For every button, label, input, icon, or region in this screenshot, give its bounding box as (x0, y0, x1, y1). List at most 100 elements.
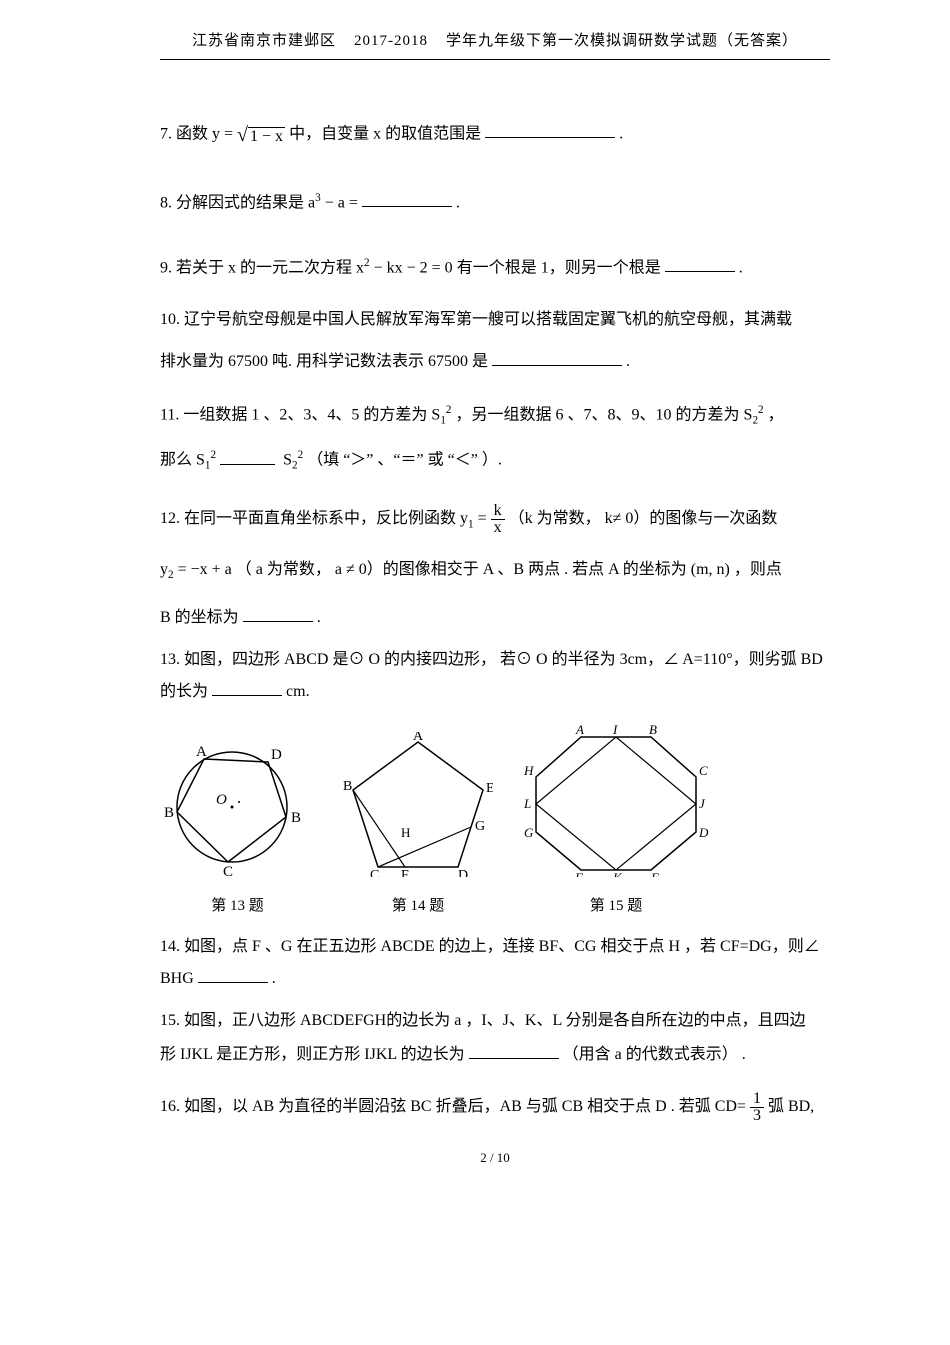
q11-s2sup: 2 (758, 404, 764, 416)
page-header: 江苏省南京市建邺区2017-2018学年九年级下第一次模拟调研数学试题（无答案） (160, 30, 830, 60)
question-13: 13. 如图，四边形 ABCD 是⊙ O 的内接四边形， 若⊙ O 的半径为 3… (160, 648, 830, 672)
q7-radicand: 1 − x (248, 127, 285, 145)
fig13-Bouter: B (164, 805, 174, 821)
q12-y2sub: 2 (168, 569, 174, 581)
q12-y1: y (460, 510, 468, 527)
question-14b: BHG . (160, 967, 830, 991)
fig15-K: K (612, 870, 623, 877)
q12-y1sub: 1 (468, 518, 474, 530)
fig14-G: G (475, 819, 485, 834)
q12-blank (243, 606, 313, 621)
question-14: 14. 如图，点 F 、G 在正五边形 ABCDE 的边上，连接 BF、CG 相… (160, 935, 830, 959)
caption-13: 第 13 题 (160, 895, 315, 918)
q8-mid: − a = (325, 194, 362, 211)
caption-15: 第 15 题 (521, 895, 711, 918)
figure-13: A D B C B O (160, 732, 315, 885)
q11-s2sub: 2 (752, 415, 758, 427)
q11-l1pre: 11. 一组数据 1 、2、3、4、5 的方差为 (160, 406, 431, 423)
q12-l2mid: = −x + a （ a 为常数， a ≠ 0）的图像相交于 A 、B 两点 .… (178, 561, 782, 578)
q12-l3pre: B 的坐标为 (160, 609, 243, 626)
q9-blank (665, 257, 735, 272)
fig14-H: H (401, 825, 410, 840)
q14-blank (198, 968, 268, 983)
q12-den: x (491, 520, 505, 536)
fig15-E: E (650, 870, 659, 877)
page-footer: 2 / 10 (160, 1148, 830, 1168)
q9-post: . (739, 259, 743, 276)
q15-l1: 15. 如图，正八边形 ABCDEFGH的边长为 a ，I、J、K、L 分别是各… (160, 1012, 806, 1029)
q12-l1pre: 12. 在同一平面直角坐标系中，反比例函数 (160, 510, 460, 527)
q8-pre: 8. 分解因式的结果是 (160, 194, 308, 211)
question-15: 15. 如图，正八边形 ABCDEFGH的边长为 a ，I、J、K、L 分别是各… (160, 1009, 830, 1033)
fig14-svg: A E G D F C B H (343, 732, 493, 877)
q11-l1post: ， (768, 406, 784, 423)
fig15-I: I (612, 722, 618, 737)
q7-sqrt: √1 − x (237, 120, 285, 150)
question-10: 10. 辽宁号航空母舰是中国人民解放军海军第一艘可以搭载固定翼飞机的航空母舰，其… (160, 308, 830, 332)
fig14-B: B (343, 779, 352, 794)
header-left: 江苏省南京市建邺区 (192, 33, 336, 49)
q13-l2pre: 的长为 (160, 683, 212, 700)
q12-eq: = (478, 510, 491, 527)
q11-l2pre: 那么 (160, 452, 196, 469)
q8-sup: 3 (315, 192, 321, 204)
fig14-C: C (370, 868, 379, 877)
fig15-B: B (649, 722, 657, 737)
caption-row: 第 13 题 第 14 题 第 15 题 (160, 895, 830, 918)
q12-l1post: （k 为常数， k≠ 0）的图像与一次函数 (509, 510, 778, 527)
q7-blank (485, 123, 615, 138)
q13-l2post: cm. (286, 683, 310, 700)
figure-row: A D B C B O A E G D F C B H (160, 722, 830, 885)
q15-l2pre: 形 IJKL 是正方形，则正方形 IJKL 的边长为 (160, 1046, 469, 1063)
fig15-J: J (699, 796, 706, 811)
fig13-A: A (196, 744, 207, 760)
q9-x: x (356, 259, 364, 276)
q14-l2pre: BHG (160, 970, 194, 987)
figure-15: A B I C D E F G H J K L (521, 722, 711, 885)
q11-s1supb: 2 (211, 449, 217, 461)
figure-14: A E G D F C B H (343, 732, 493, 885)
question-15b: 形 IJKL 是正方形，则正方形 IJKL 的边长为 （用含 a 的代数式表示）… (160, 1043, 830, 1067)
q9-sup: 2 (364, 257, 370, 269)
q13-blank (212, 680, 282, 695)
fig14-A: A (413, 732, 424, 744)
q16-num: 1 (750, 1091, 764, 1108)
fig15-A: A (575, 722, 584, 737)
q10-line2b: . (626, 353, 630, 370)
q12-num: k (491, 503, 505, 520)
page: 江苏省南京市建邺区2017-2018学年九年级下第一次模拟调研数学试题（无答案）… (0, 0, 950, 1188)
question-11b: 那么 S12 S22 （填 “＞” 、“＝” 或 “＜” ）. (160, 447, 830, 474)
fig14-F: F (401, 868, 409, 877)
fig15-G: G (524, 825, 534, 840)
q14-l2post: . (272, 970, 276, 987)
fig15-C: C (699, 763, 708, 778)
q14-l1: 14. 如图，点 F 、G 在正五边形 ABCDE 的边上，连接 BF、CG 相… (160, 938, 820, 955)
q11-s2subb: 2 (292, 460, 298, 472)
q11-s2supb: 2 (298, 449, 304, 461)
question-12: 12. 在同一平面直角坐标系中，反比例函数 y1 = kx （k 为常数， k≠… (160, 503, 830, 536)
q7-y: y = (212, 125, 233, 142)
q9-pre: 9. 若关于 x 的一元二次方程 (160, 259, 356, 276)
question-9: 9. 若关于 x 的一元二次方程 x2 − kx − 2 = 0 有一个根是 1… (160, 255, 830, 280)
caption-14: 第 14 题 (343, 895, 493, 918)
q10-line1: 10. 辽宁号航空母舰是中国人民解放军海军第一艘可以搭载固定翼飞机的航空母舰，其… (160, 311, 792, 328)
q12-y2: y (160, 561, 168, 578)
q7-mid: 中，自变量 x 的取值范围是 (289, 125, 485, 142)
q12-frac: kx (491, 503, 505, 536)
fig15-L: L (523, 796, 531, 811)
q16-post: 弧 BD, (768, 1098, 814, 1115)
fig13-C: C (223, 864, 233, 877)
q11-s1sup: 2 (446, 404, 452, 416)
fig15-H: H (523, 763, 534, 778)
question-13b: 的长为 cm. (160, 680, 830, 704)
fig13-svg: A D B C B O (160, 732, 315, 877)
q11-l2post: （填 “＞” 、“＝” 或 “＜” ）. (307, 452, 502, 469)
header-mid: 2017-2018 (354, 33, 428, 49)
q9-mid: 有一个根是 1，则另一个根是 (457, 259, 665, 276)
q11-s1sub: 1 (440, 415, 446, 427)
q16-den: 3 (750, 1108, 764, 1124)
q10-blank (492, 351, 622, 366)
q15-l2post: （用含 a 的代数式表示） . (563, 1046, 746, 1063)
fig13-O: O (216, 792, 227, 808)
fig15-F: F (574, 870, 584, 877)
